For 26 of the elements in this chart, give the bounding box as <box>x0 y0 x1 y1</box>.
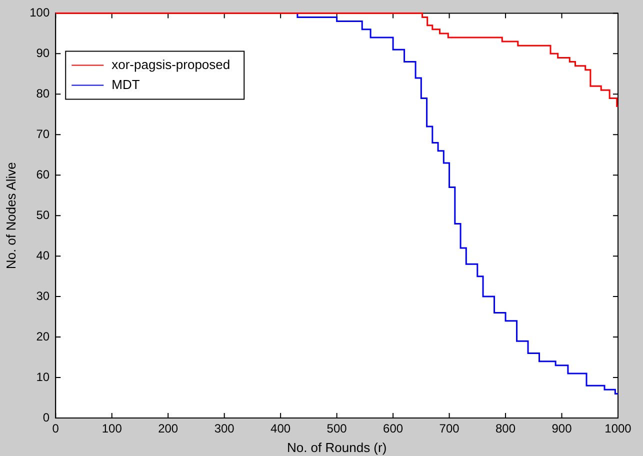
y-axis-title: No. of Nodes Alive <box>3 162 18 270</box>
legend-label: xor-pagsis-proposed <box>112 56 230 72</box>
x-tick-label: 0 <box>52 422 60 436</box>
y-tick-label: 70 <box>36 126 50 141</box>
x-tick-label: 100 <box>102 422 122 436</box>
y-tick-label: 50 <box>36 208 50 222</box>
x-tick-label: 300 <box>214 422 235 436</box>
y-tick-label: 90 <box>36 46 50 60</box>
y-tick-label: 60 <box>36 167 50 182</box>
legend-label: MDT <box>112 76 140 92</box>
x-tick-label: 500 <box>326 422 348 436</box>
x-axis-title: No. of Rounds (r) <box>286 440 387 455</box>
x-tick-label: 900 <box>552 422 572 436</box>
y-tick-label: 20 <box>36 329 50 344</box>
y-tick-label: 30 <box>36 288 50 303</box>
y-tick-label: 10 <box>36 370 50 384</box>
y-tick-label: 0 <box>42 410 50 424</box>
x-tick-label: 800 <box>496 422 516 436</box>
x-tick-label: 400 <box>270 422 291 436</box>
y-tick-label: 40 <box>36 248 50 262</box>
y-tick-label: 100 <box>30 6 50 20</box>
x-tick-label: 600 <box>383 422 404 436</box>
x-tick-label: 700 <box>439 422 460 436</box>
x-tick-label: 200 <box>158 422 178 436</box>
x-tick-label: 1000 <box>604 422 632 436</box>
y-tick-label: 80 <box>36 86 50 100</box>
